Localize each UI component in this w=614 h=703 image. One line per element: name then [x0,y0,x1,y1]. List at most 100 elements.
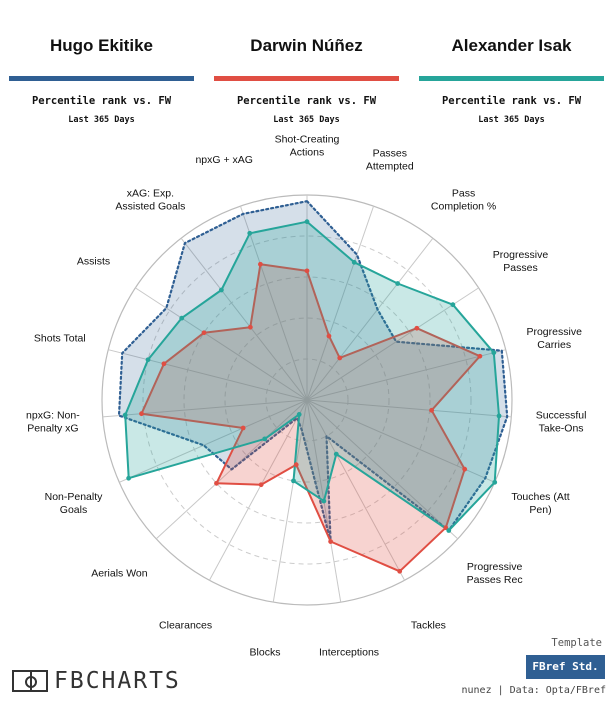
player-subtitle: Percentile rank vs. FW [31,95,172,107]
data-point [450,302,456,308]
radar-points [122,219,502,574]
data-point [258,482,264,488]
data-point [496,413,502,419]
spoke [306,399,512,418]
player-color-bar [419,76,604,81]
data-point [328,539,334,544]
data-point [462,466,468,472]
data-point [321,498,327,504]
data-point [179,315,185,321]
player-header-2: Darwin Núñez Percentile rank vs. FW Last… [214,36,399,125]
category-label: Interceptions [319,647,379,659]
spoke [180,237,308,401]
data-point [429,407,435,413]
fbcharts-logo: FBCHARTS [12,668,181,694]
data-point [126,475,132,481]
data-point [351,259,357,265]
spoke [119,399,308,483]
series-area-3 [124,220,500,532]
category-label: Passes Attempted [366,147,414,172]
player-period: Last 365 Days [478,115,545,125]
player-name: Hugo Ekitike [50,36,153,55]
spoke [306,349,506,401]
radar-labels: Shot-Creating Actions Passes Attempted Pass C… [26,134,586,659]
template-label: Template [551,637,602,649]
player-color-bar [214,76,399,81]
radar-grid [101,194,513,606]
category-label: Touches (Att Pen) [511,491,569,516]
data-point [304,219,310,225]
spoke [102,399,308,418]
data-point [414,325,420,331]
data-point [247,230,253,236]
category-label: Blocks [250,647,281,659]
data-point [139,411,144,417]
data-point [326,333,332,339]
category-label: Progressive Carries [526,326,582,351]
spoke [306,205,375,401]
category-label: Progressive Passes Rec [467,561,523,586]
category-label: Shots Total [34,332,86,344]
grid-ring [142,235,472,565]
data-point [397,568,403,574]
player-name: Alexander Isak [451,36,572,55]
data-point [122,412,128,418]
data-point [491,350,497,356]
data-point [214,480,219,486]
data-point [333,451,339,457]
spoke [108,349,308,401]
radar-areas [117,200,509,573]
player-name: Darwin Núñez [250,36,363,55]
logo-text: FBCHARTS [54,668,181,694]
spoke [306,399,459,540]
category-label: Progressive Passes [493,249,549,274]
player-subtitle: Percentile rank vs. FW [441,95,582,107]
spoke [208,399,308,581]
spoke [135,287,308,401]
player-header-1: Hugo Ekitike Percentile rank vs. FW Last… [9,36,194,125]
data-point [395,281,401,286]
category-label: Tackles [411,619,446,631]
pitch-icon [12,670,48,692]
category-label: Pass Completion % [431,187,496,212]
player-subtitle: Percentile rank vs. FW [236,95,377,107]
data-point [492,479,498,485]
data-point [258,261,263,267]
spoke [272,399,308,603]
data-point [446,528,452,533]
player-period: Last 365 Days [68,115,135,125]
category-label: Clearances [159,619,212,631]
player-period: Last 365 Days [273,115,340,125]
category-label: npxG + xAG [195,154,252,166]
data-point [218,287,224,293]
data-point [145,357,151,363]
grid-ring [224,317,390,483]
data-point [304,268,310,274]
data-point [443,525,449,531]
category-label: Successful Take-Ons [536,410,587,435]
spoke [306,237,434,401]
data-point [161,361,167,367]
spoke [306,399,406,581]
data-point [477,353,483,359]
series-area-1 [117,200,509,543]
data-point [262,436,268,442]
template-badge: FBref Std. [526,655,605,679]
spoke [306,287,479,401]
data-point [337,355,343,361]
category-label: Assists [77,256,110,268]
data-point [291,478,296,484]
category-label: npxG: Non-Penalty xG [26,410,80,435]
data-point [293,462,299,468]
category-label: Shot-Creating Actions [275,134,340,159]
spoke [239,205,308,401]
data-point [247,324,253,330]
data-credit: nunez | Data: Opta/FBref [461,685,607,696]
data-point [201,330,207,336]
data-point [240,425,246,431]
data-point [296,412,302,417]
player-color-bar [9,76,194,81]
category-label: Non-Penalty Goals [45,491,104,516]
category-label: Aerials Won [91,568,148,580]
